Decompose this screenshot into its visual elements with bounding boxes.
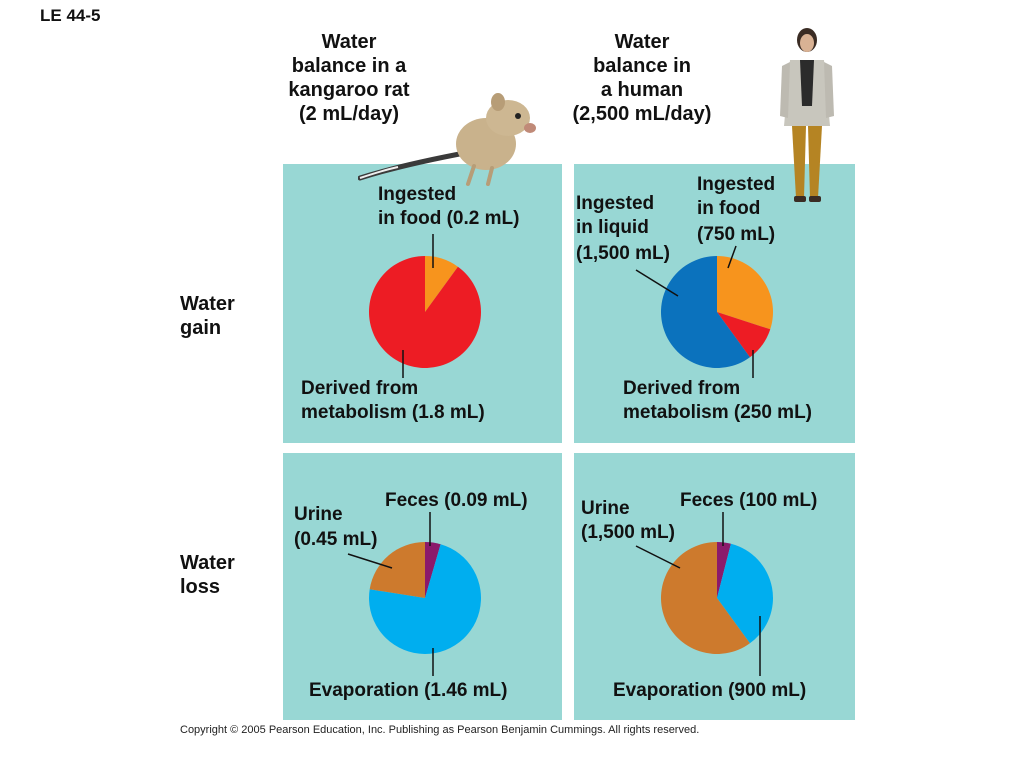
human-gain-label-food: in food [697,198,760,219]
rat-gain-label-food: Ingested [378,184,456,205]
rat-loss-label-evaporation: Evaporation (1.46 mL) [309,680,508,701]
human-gain-slice-liquid [660,256,750,369]
rat-loss-slice-evaporation [369,544,482,654]
human-gain-label-metabolism: Derived from [623,378,740,399]
figure-label: LE 44-5 [40,6,101,25]
human-loss-slice-evaporation [717,543,773,644]
kangaroo-rat-illustration [358,93,536,186]
rat-loss-callout-urine [347,553,393,569]
human-gain-callout-liquid [635,269,679,297]
human-gain-label-food: Ingested [697,174,775,195]
human-gain-label-food: (750 mL) [697,224,775,245]
rat-loss-slice-urine [369,542,425,598]
human-illustration [780,28,834,202]
human-gain-label-liquid: (1,500 mL) [576,243,670,264]
rat-loss-label-urine: Urine [294,504,343,525]
human-loss-label-evaporation: Evaporation (900 mL) [613,680,806,701]
human-loss-slice-feces [717,542,731,598]
human-gain-label-liquid: in liquid [576,217,649,238]
human-loss-label-urine: Urine [581,498,630,519]
rat-loss-slice-feces [425,542,441,598]
rat-gain-label-metabolism: Derived from [301,378,418,399]
rat-gain-label-metabolism: metabolism (1.8 mL) [301,402,485,423]
rat-loss-label-urine: (0.45 mL) [294,529,377,550]
human-column-title: Water balance in a human (2,500 mL/day) [572,31,712,125]
human-loss-label-feces: Feces (100 mL) [680,490,817,511]
rat-gain-label-food: in food (0.2 mL) [378,208,519,229]
rat-column-title: Water balance in a kangaroo rat (2 mL/da… [288,31,410,125]
human-gain-slice-metabolism [717,312,771,358]
human-loss-callout-urine [635,545,681,569]
human-gain-callout-food [727,245,737,269]
rat-loss-label-feces: Feces (0.09 mL) [385,490,528,511]
water-gain-row-label: Water gain [180,293,235,339]
human-gain-label-liquid: Ingested [576,193,654,214]
copyright-notice: Copyright © 2005 Pearson Education, Inc.… [180,724,700,736]
human-gain-label-metabolism: metabolism (250 mL) [623,402,812,423]
water-loss-row-label: Water loss [180,552,235,598]
rat-gain-slice-food [425,256,458,312]
human-loss-label-urine: (1,500 mL) [581,522,675,543]
rat-gain-slice-metabolism [368,256,481,368]
human-gain-slice-food [717,256,773,330]
human-loss-slice-urine [660,541,750,654]
